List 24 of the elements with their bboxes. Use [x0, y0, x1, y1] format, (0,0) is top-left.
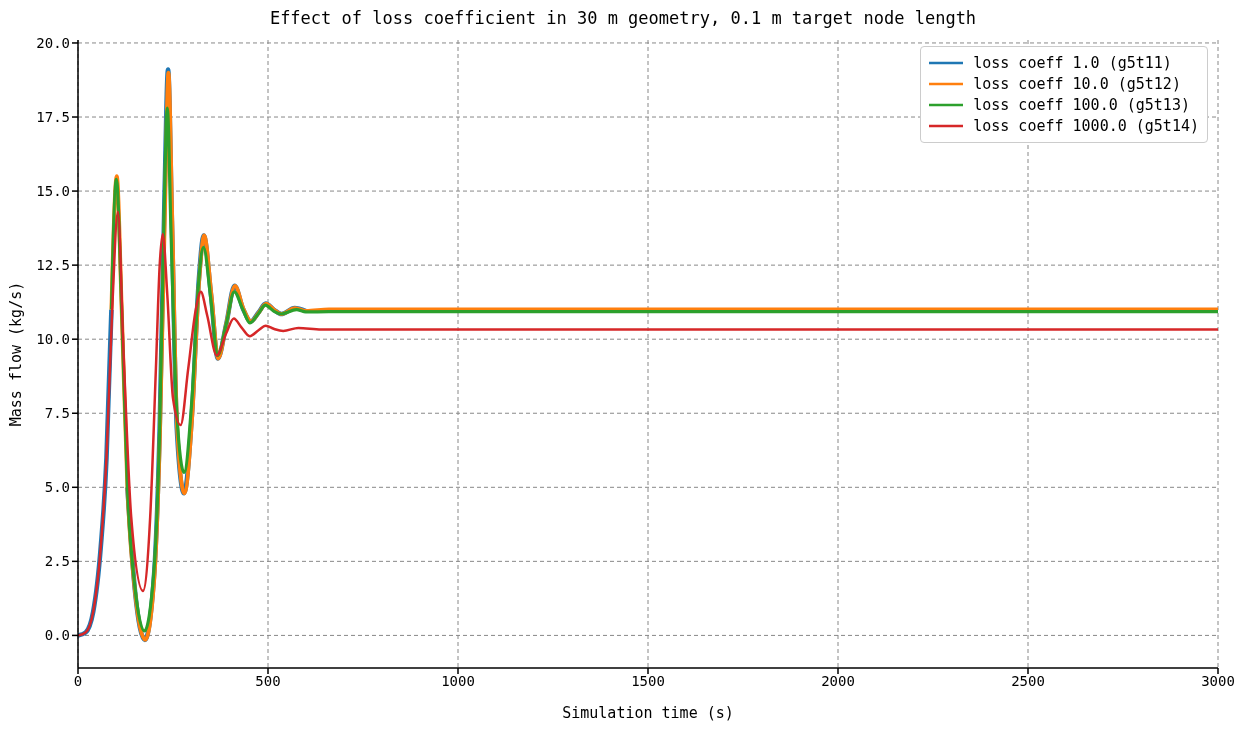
y-tick-label: 17.5: [36, 108, 70, 125]
x-tick-label: 2000: [821, 672, 855, 689]
y-tick-label: 2.5: [44, 553, 70, 570]
legend-label: loss coeff 1000.0 (g5t14): [973, 117, 1199, 135]
x-tick-label: 1500: [631, 672, 665, 689]
line-series: [78, 210, 1218, 637]
legend-label: loss coeff 100.0 (g5t13): [973, 96, 1190, 114]
x-tick-label: 3000: [1201, 672, 1235, 689]
x-tick-label: 500: [255, 672, 281, 689]
y-tick-label: 12.5: [36, 257, 70, 274]
x-tick-label: 2500: [1011, 672, 1045, 689]
x-tick-label: 1000: [441, 672, 475, 689]
x-axis-title: Simulation time (s): [562, 704, 734, 722]
x-tick-label: 0: [73, 672, 83, 689]
y-tick-label: 15.0: [36, 183, 70, 200]
y-tick-label: 0.0: [44, 627, 70, 644]
y-tick-label: 7.5: [44, 405, 70, 422]
y-tick-label: 10.0: [36, 331, 70, 348]
chart-title: Effect of loss coefficient in 30 m geometry, 0.1 m target node length: [268, 8, 978, 30]
y-tick-label: 20.0: [36, 34, 70, 51]
legend-label: loss coeff 1.0 (g5t11): [973, 54, 1172, 72]
legend-label: loss coeff 10.0 (g5t12): [973, 75, 1181, 93]
y-tick-label: 5.0: [44, 479, 70, 496]
y-axis-title: Mass flow (kg/s): [7, 281, 26, 427]
